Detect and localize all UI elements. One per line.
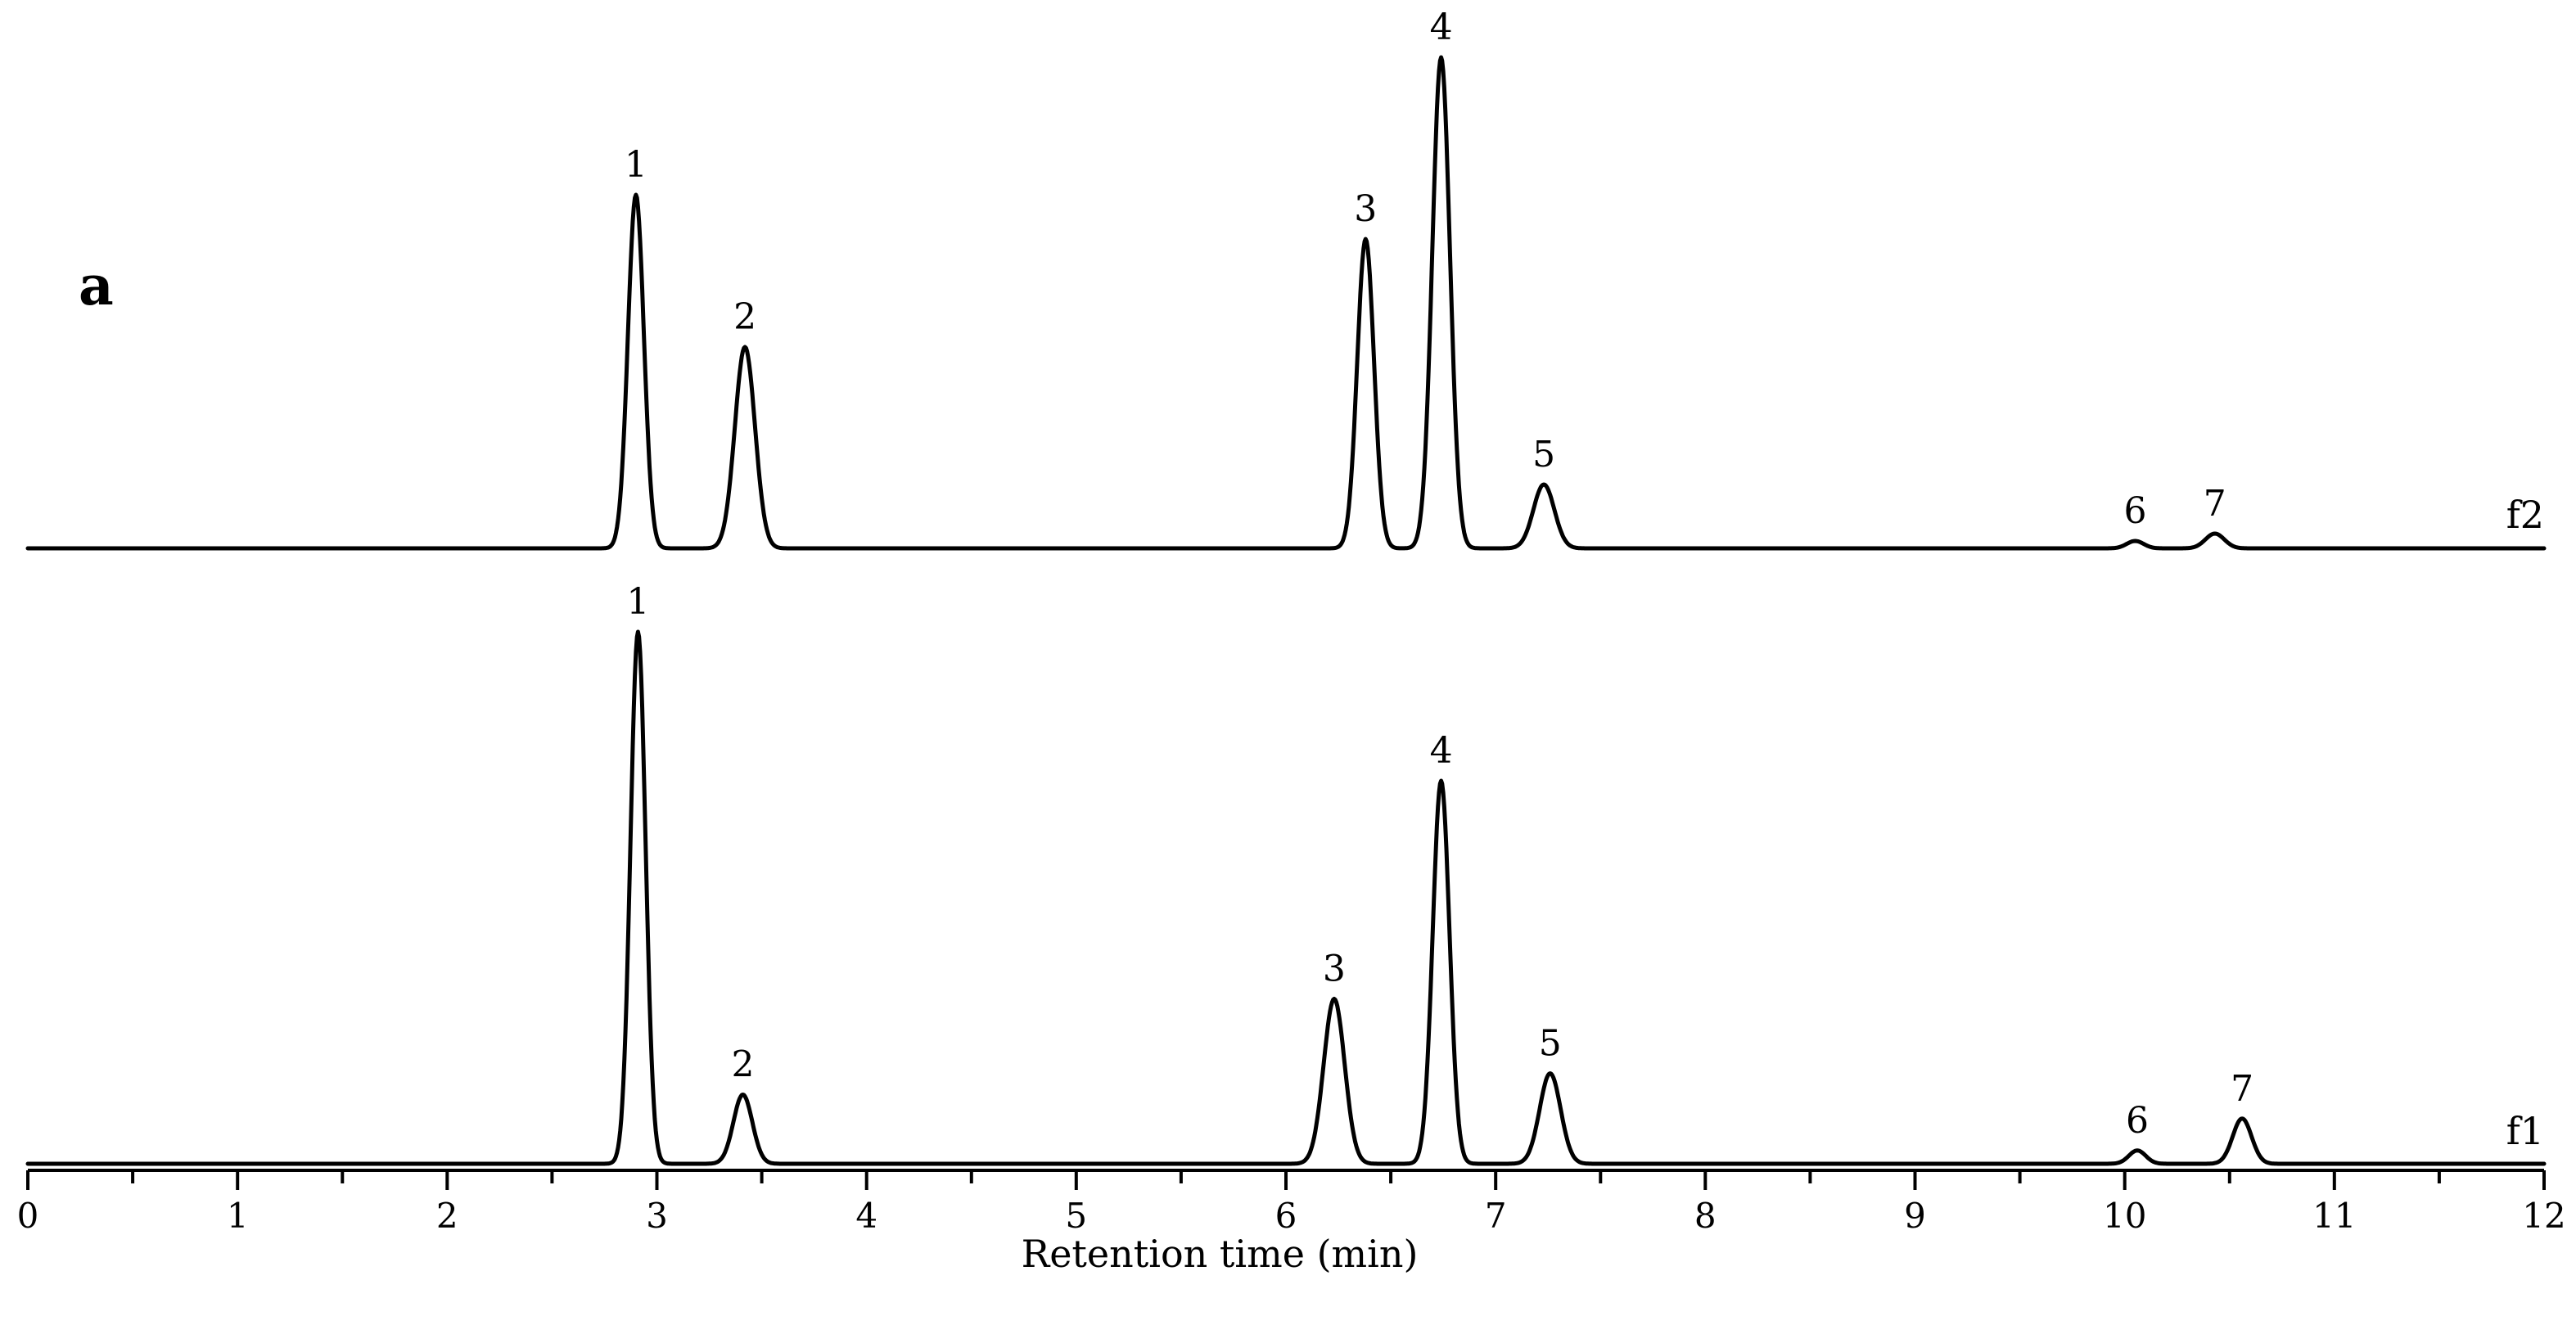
trace-label-f2: f2	[2506, 493, 2544, 537]
peak-label-f2-5: 5	[1532, 434, 1555, 475]
trace-f1	[25, 629, 2547, 1166]
x-tick-label: 1	[227, 1196, 249, 1236]
x-tick-label: 0	[17, 1196, 39, 1236]
x-axis-title: Retention time (min)	[1022, 1232, 1419, 1276]
peak-label-f2-4: 4	[1430, 7, 1453, 48]
x-tick-label: 12	[2522, 1196, 2565, 1236]
peak-label-f2-2: 2	[733, 296, 756, 338]
x-tick-label: 5	[1065, 1196, 1087, 1236]
x-tick-label: 11	[2312, 1196, 2356, 1236]
peak-label-f1-2: 2	[732, 1044, 755, 1086]
x-tick-label: 3	[646, 1196, 668, 1236]
trace-f2	[25, 55, 2547, 551]
panel-label: a	[79, 254, 114, 318]
trace-label-f1: f1	[2506, 1109, 2544, 1153]
peak-label-f2-3: 3	[1354, 188, 1377, 230]
peak-label-f1-5: 5	[1539, 1023, 1562, 1065]
peak-label-f1-4: 4	[1430, 730, 1453, 772]
peak-labels-group: 1 2 3 4 5 6 7 1 2 3 4 5 6 7	[625, 7, 2253, 1142]
x-tick-label: 2	[436, 1196, 458, 1236]
peak-label-f2-7: 7	[2204, 483, 2226, 525]
peak-label-f1-1: 1	[626, 581, 649, 623]
peak-label-f1-6: 6	[2126, 1100, 2149, 1142]
x-axis-ticks	[26, 1170, 2546, 1190]
x-axis-tick-labels: 0 1 2 3 4 5 6 7 8 9 10 11 12	[17, 1196, 2566, 1236]
peak-label-f1-7: 7	[2231, 1068, 2253, 1110]
x-tick-label: 10	[2103, 1196, 2146, 1236]
x-tick-label: 8	[1694, 1196, 1717, 1236]
x-tick-label: 4	[855, 1196, 877, 1236]
x-tick-label: 6	[1275, 1196, 1297, 1236]
x-tick-label: 9	[1904, 1196, 1926, 1236]
trace-labels-group: f2 f1	[2506, 493, 2544, 1153]
peak-label-f1-3: 3	[1323, 949, 1346, 990]
x-tick-label: 7	[1485, 1196, 1507, 1236]
traces-group	[25, 55, 2547, 1166]
peak-label-f2-6: 6	[2124, 490, 2147, 532]
peak-label-f2-1: 1	[625, 144, 647, 186]
